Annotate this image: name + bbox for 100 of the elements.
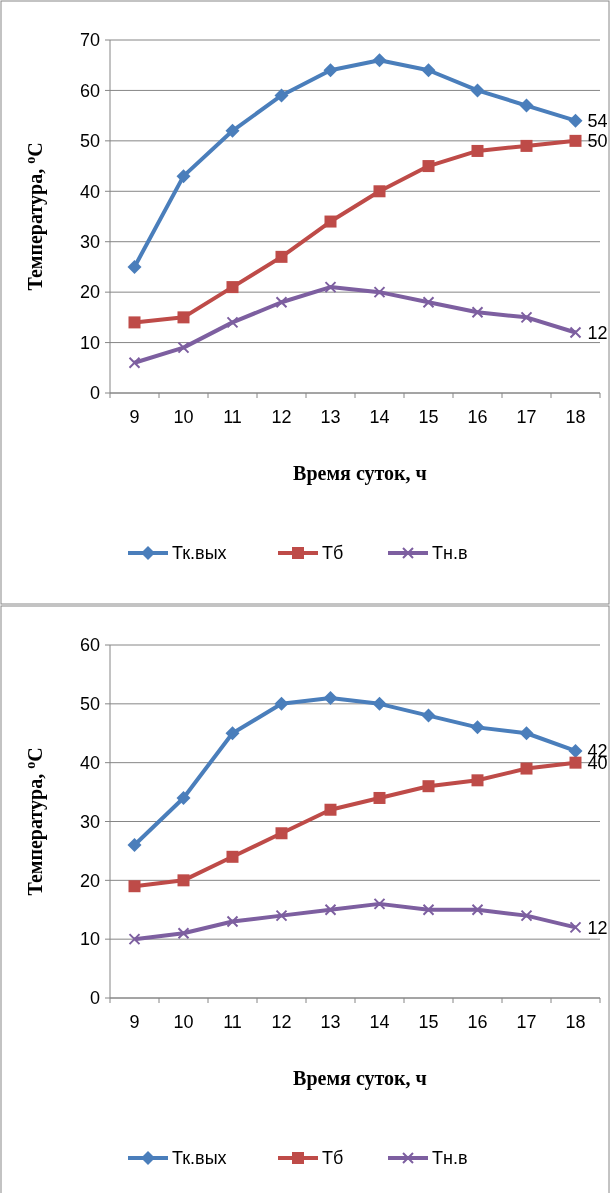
y-tick-label: 30 — [79, 811, 100, 832]
x-tick-label: 17 — [516, 1012, 537, 1032]
point — [520, 762, 533, 775]
point — [470, 83, 485, 98]
x-tick-label: 10 — [173, 407, 194, 427]
point — [274, 88, 289, 103]
point — [177, 927, 190, 940]
point — [373, 791, 386, 804]
point — [128, 316, 141, 329]
point — [275, 827, 288, 840]
point — [274, 696, 289, 711]
y-tick-label: 60 — [79, 80, 100, 101]
point — [324, 281, 337, 294]
legend-label: Тб — [322, 543, 344, 564]
point — [127, 838, 142, 853]
point — [471, 774, 484, 787]
x-tick-label: 10 — [173, 1012, 194, 1032]
point — [471, 306, 484, 319]
point — [372, 696, 387, 711]
x-tick-label: 9 — [129, 1012, 140, 1032]
x-tick-label: 17 — [516, 407, 537, 427]
point — [226, 915, 239, 928]
point — [470, 720, 485, 735]
legend-label: Тб — [322, 1148, 344, 1169]
point — [421, 63, 436, 78]
point — [568, 743, 583, 758]
point — [421, 708, 436, 723]
point — [569, 921, 582, 934]
point — [422, 903, 435, 916]
point — [568, 113, 583, 128]
point — [569, 326, 582, 339]
point — [226, 281, 239, 294]
x-axis-title: Время суток, ч — [293, 462, 427, 485]
point — [127, 259, 142, 274]
point — [323, 63, 338, 78]
x-tick-label: 15 — [418, 407, 439, 427]
y-tick-label: 40 — [79, 181, 100, 202]
point — [177, 874, 190, 887]
x-tick-label: 13 — [320, 407, 341, 427]
x-tick-label: 16 — [467, 1012, 488, 1032]
point — [275, 296, 288, 309]
point — [373, 897, 386, 910]
y-tick-label: 0 — [89, 988, 100, 1009]
point — [520, 311, 533, 324]
point — [275, 250, 288, 263]
point — [422, 296, 435, 309]
point — [275, 909, 288, 922]
y-tick-label: 40 — [79, 752, 100, 773]
point — [128, 880, 141, 893]
point — [324, 803, 337, 816]
x-tick-label: 18 — [565, 1012, 586, 1032]
y-tick-label: 10 — [79, 929, 100, 950]
point — [324, 215, 337, 228]
x-tick-label: 14 — [369, 1012, 390, 1032]
x-tick-label: 9 — [129, 407, 140, 427]
point — [373, 286, 386, 299]
x-tick-label: 11 — [223, 407, 242, 427]
y-tick-label: 60 — [79, 635, 100, 656]
point — [128, 356, 141, 369]
x-tick-label: 18 — [565, 407, 586, 427]
data-label: 12 — [587, 917, 608, 938]
legend-label: Тк.вых — [172, 1148, 227, 1169]
point — [323, 690, 338, 705]
data-label: 50 — [587, 131, 608, 152]
point — [569, 756, 582, 769]
y-tick-label: 70 — [79, 30, 100, 51]
y-tick-label: 50 — [79, 131, 100, 152]
point — [226, 850, 239, 863]
point — [422, 780, 435, 793]
point — [520, 139, 533, 152]
legend-label: Тн.в — [432, 543, 468, 564]
point — [177, 341, 190, 354]
point — [519, 726, 534, 741]
point — [176, 790, 191, 805]
point — [520, 909, 533, 922]
point — [569, 134, 582, 147]
data-label: 12 — [587, 322, 608, 343]
point — [226, 316, 239, 329]
point — [519, 98, 534, 113]
point — [372, 53, 387, 68]
point — [324, 903, 337, 916]
point — [471, 144, 484, 157]
point — [128, 933, 141, 946]
y-tick-label: 0 — [89, 383, 100, 404]
x-tick-label: 12 — [271, 1012, 292, 1032]
x-tick-label: 12 — [271, 407, 292, 427]
y-tick-label: 50 — [79, 694, 100, 715]
y-tick-label: 10 — [79, 332, 100, 353]
x-axis-title: Время суток, ч — [293, 1067, 427, 1090]
legend-label: Тк.вых — [172, 543, 227, 564]
legend-label: Тн.в — [432, 1148, 468, 1169]
point — [225, 726, 240, 741]
point — [422, 160, 435, 173]
x-tick-label: 16 — [467, 407, 488, 427]
x-tick-label: 14 — [369, 407, 390, 427]
x-tick-label: 13 — [320, 1012, 341, 1032]
x-tick-label: 11 — [223, 1012, 242, 1032]
y-tick-label: 20 — [79, 870, 100, 891]
data-label: 54 — [587, 110, 608, 131]
point — [225, 123, 240, 138]
